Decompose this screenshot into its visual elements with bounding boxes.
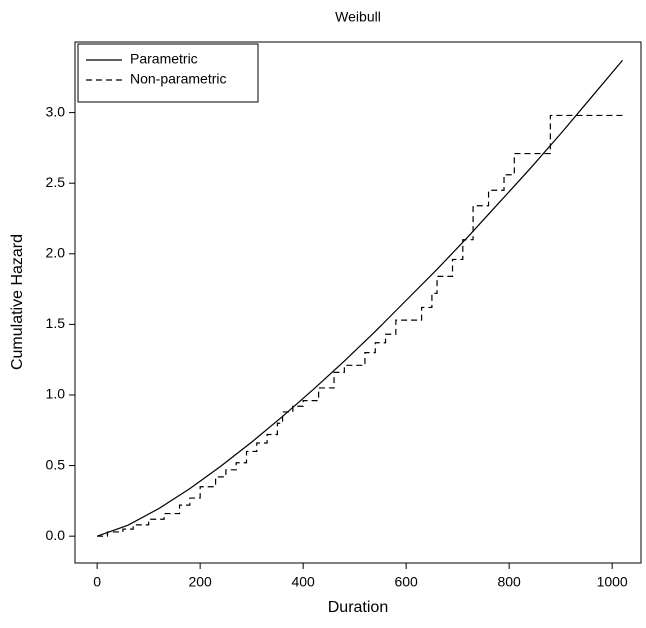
plot-frame bbox=[74, 41, 642, 564]
y-axis-label: Cumulative Hazard bbox=[9, 234, 26, 370]
y-tick-label: 3.0 bbox=[46, 103, 66, 119]
chart-title: Weibull bbox=[335, 9, 381, 25]
y-tick-label: 1.5 bbox=[46, 315, 66, 331]
x-tick-label: 400 bbox=[291, 574, 315, 590]
y-tick-label: 2.0 bbox=[46, 244, 66, 260]
x-tick-label: 1000 bbox=[597, 574, 628, 590]
x-axis-label: Duration bbox=[328, 599, 388, 616]
y-tick-label: 1.0 bbox=[46, 386, 66, 402]
x-tick-label: 200 bbox=[188, 574, 212, 590]
x-tick-label: 800 bbox=[497, 574, 521, 590]
legend-label: Non-parametric bbox=[130, 71, 226, 87]
x-tick-label: 0 bbox=[93, 574, 101, 590]
legend-box bbox=[77, 43, 259, 103]
y-tick-label: 0.0 bbox=[46, 527, 66, 543]
y-tick-label: 2.5 bbox=[46, 174, 66, 190]
series-line bbox=[96, 59, 623, 537]
series-line bbox=[97, 114, 623, 537]
x-tick-label: 600 bbox=[394, 574, 418, 590]
legend-label: Parametric bbox=[130, 51, 198, 67]
y-tick-label: 0.5 bbox=[46, 456, 66, 472]
